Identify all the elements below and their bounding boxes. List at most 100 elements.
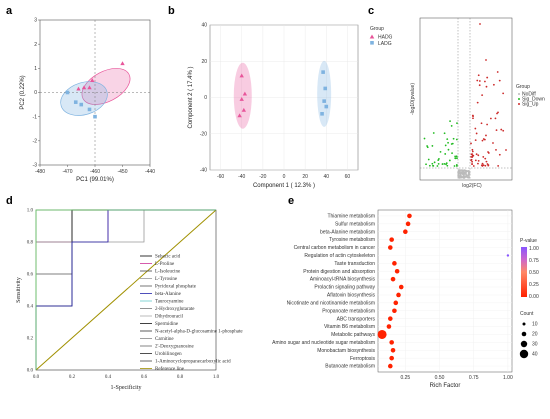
a-point-hadg: [81, 85, 87, 90]
c-ylabel: -log10(pvalue): [410, 83, 416, 115]
a-point-ladg: [79, 102, 84, 107]
a-xtick-label: -450: [117, 169, 127, 175]
e-point: [405, 221, 411, 227]
a-xtick-label: -460: [90, 169, 100, 175]
e-pvalue-tick: 0.50: [529, 270, 539, 276]
c-point-nodiff: [467, 173, 470, 176]
c-point-up: [489, 117, 492, 120]
c-point-down: [454, 157, 457, 160]
c-point-down: [456, 157, 458, 160]
b-point-ladg: [320, 112, 324, 116]
c-point-down: [428, 164, 431, 167]
c-point-nodiff: [462, 177, 465, 179]
c-point-nodiff: [465, 170, 468, 173]
a-ytick-label: -2: [33, 139, 38, 145]
e-point: [377, 329, 387, 339]
b-legend-marker-ladg: [370, 41, 374, 45]
a-ytick-label: -3: [33, 163, 38, 169]
panel-letter-e: e: [288, 195, 294, 207]
c-point-down: [431, 145, 434, 147]
c-point-down: [449, 120, 451, 123]
b-point-hadg: [237, 113, 242, 118]
a-point-hadg: [87, 85, 92, 90]
d-roc-curve: [35, 209, 216, 370]
e-point: [389, 340, 394, 345]
e-count-label: 10: [532, 322, 538, 328]
c-point-down: [441, 163, 444, 165]
d-xtick-label: 0.8: [177, 375, 184, 380]
c-point-nodiff: [458, 170, 460, 173]
c-point-up: [475, 153, 478, 156]
b-point-ladg: [321, 70, 325, 74]
e-point: [390, 347, 396, 353]
b-ytick-label: 40: [201, 23, 207, 29]
e-point: [396, 292, 401, 298]
c-point-down: [437, 159, 440, 162]
c-point-down: [443, 132, 446, 135]
b-xtick-label: 60: [345, 174, 351, 180]
c-point-down: [423, 137, 426, 140]
panel-letter-d: d: [6, 195, 13, 207]
panel-letter-a: a: [6, 5, 13, 17]
d-ytick-label: 0.8: [27, 241, 34, 246]
c-point-down: [448, 159, 451, 162]
c-point-up: [471, 154, 474, 157]
e-category-label: Metabolic pathways: [331, 332, 375, 338]
c-point-down: [451, 152, 453, 155]
c-point-up: [492, 83, 495, 86]
d-xtick-label: 0.4: [105, 375, 112, 380]
c-point-down: [454, 155, 457, 158]
e-point: [407, 213, 412, 219]
c-point-up: [486, 123, 489, 126]
c-point-up: [498, 153, 501, 156]
c-point-up: [471, 148, 474, 151]
d-legend-label: Dihydrouracil: [155, 315, 184, 320]
c-point-up: [482, 156, 485, 158]
c-point-up: [471, 163, 473, 165]
c-point-up: [477, 162, 479, 165]
a-ytick-label: 3: [34, 18, 37, 24]
d-legend-label: Taurocyamine: [155, 300, 184, 305]
d-ytick-label: 0.0: [27, 369, 34, 374]
e-count-label: 40: [532, 352, 538, 358]
e-point: [506, 254, 510, 257]
a-point-hadg: [90, 78, 95, 83]
c-point-up: [472, 165, 475, 167]
e-point: [386, 324, 392, 329]
c-legend-label: NoDiff: [522, 92, 536, 98]
c-point-up: [478, 80, 481, 82]
e-point: [393, 300, 399, 306]
c-point-down: [455, 138, 458, 141]
e-pvalue-tick: 0.00: [529, 294, 539, 300]
e-count-marker: [521, 331, 527, 337]
d-reference-line: [35, 209, 217, 371]
d-legend-label: L-Isoleucine: [155, 270, 181, 275]
a-point-hadg: [120, 61, 125, 66]
b-xtick-label: -40: [238, 174, 245, 180]
c-point-up: [481, 165, 484, 167]
d-legend-label: Sebacic acid: [155, 255, 181, 260]
c-point-down: [446, 138, 449, 141]
c-point-up: [487, 164, 490, 167]
e-category-label: Protein digestion and absorption: [303, 269, 375, 275]
e-point: [398, 284, 404, 290]
a-ytick-label: -1: [33, 114, 38, 120]
e-category-label: Tyrosine metabolism: [329, 237, 375, 243]
c-point-up: [481, 139, 484, 142]
b-point-hadg: [239, 97, 244, 101]
c-point-up: [492, 142, 494, 144]
c-point-down: [446, 164, 449, 167]
b-xlabel: Component 1 ( 12.3% ): [253, 183, 315, 189]
e-pvalue-colorbar: [521, 247, 527, 297]
b-ytick-label: -40: [200, 168, 207, 174]
e-point: [392, 261, 397, 266]
b-legend-title: Group: [370, 26, 384, 32]
c-point-up: [477, 74, 480, 77]
c-point-down: [455, 155, 458, 158]
e-pvalue-title: P-value: [520, 238, 537, 244]
e-count-marker: [519, 349, 529, 359]
c-point-up: [484, 164, 487, 167]
c-point-up: [485, 85, 488, 88]
c-point-up: [470, 142, 472, 145]
